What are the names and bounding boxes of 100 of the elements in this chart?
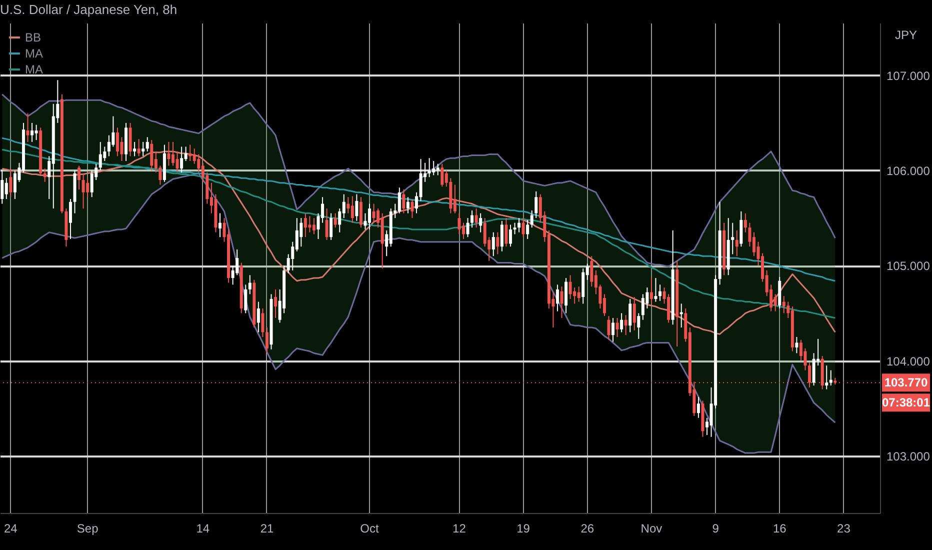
candlestick [518,218,521,233]
candlestick [43,168,46,182]
x-tick-label: 19 [516,522,530,536]
candlestick [658,284,662,302]
candlestick [128,122,132,157]
candlestick [641,294,644,320]
candlestick [458,212,461,235]
candlestick [620,312,624,333]
line-series [1,94,836,268]
text: 07:38:01 [882,396,930,410]
candlestick [146,136,149,152]
candlestick [577,286,580,302]
candlestick [300,218,303,248]
y-axis-title: JPY [894,28,918,42]
candlestick [637,312,640,340]
x-tick-label: Sep [76,522,99,536]
candlestick [654,277,658,302]
candlestick [402,189,406,214]
candlestick [513,222,516,235]
candlestick [504,218,508,248]
candlestick [274,288,278,318]
x-tick-label: 24 [4,522,18,536]
candlestick [372,203,376,224]
candlestick [350,196,354,224]
candlestick [428,158,431,178]
candlestick [176,150,179,173]
candlestick [137,138,140,157]
candlestick [530,210,534,228]
x-tick-label: 23 [837,522,851,536]
y-tick-label: 106.000 [886,164,930,178]
candlestick [696,396,700,418]
candlestick [799,339,802,362]
candlestick [406,196,410,214]
candlestick [616,317,619,338]
candlestick [180,146,184,173]
candlestick [150,140,154,171]
x-tick-label: 21 [260,522,274,536]
candlestick [4,178,8,200]
candlestick [261,308,264,338]
candlestick [330,212,333,240]
candlestick [334,212,337,228]
candlestick [556,284,559,312]
candlestick [432,160,436,176]
candlestick [359,196,362,228]
candlestick [564,277,568,314]
x-tick-label: 9 [712,522,720,536]
candlestick [744,212,747,233]
candlestick [26,112,30,142]
candlestick [86,178,90,198]
candlestick [740,210,743,248]
y-tick-label: 107.000 [886,68,930,83]
candlestick [120,136,124,162]
candlestick [508,224,512,248]
x-tick-label: Oct [360,522,380,536]
candlestick [364,212,367,230]
candlestick [650,277,653,304]
candlestick [483,218,486,248]
legend-label: BB [25,30,42,44]
candlestick [410,198,414,219]
x-tick-label: 26 [580,522,594,536]
candlestick [325,208,328,240]
candlestick [474,208,478,228]
candlestick [346,196,350,214]
x-tick-label: 16 [772,522,787,536]
candlestick [462,222,465,240]
candlestick [795,336,798,354]
candlestick [34,124,38,141]
candlestick [680,303,683,328]
line-series [1,172,836,454]
legend-label: MA [25,46,43,60]
candlestick [197,154,200,173]
candlestick [9,170,12,198]
candlestick [500,220,504,252]
candlestick [107,134,110,157]
candlestick [265,326,268,354]
candlestick [479,212,482,233]
x-tick-label: Nov [640,522,662,536]
x-tick-label: 14 [196,522,210,536]
candlestick [133,141,136,157]
candlestick [13,170,16,200]
chart-title: U.S. Dollar / Japanese Yen, 8h [0,2,178,17]
candlestick [78,165,81,190]
candlestick [440,163,444,188]
candlestick [812,352,816,386]
candlestick [782,296,786,314]
candlestick [568,274,572,300]
ref-line-label: 103.770 [884,376,928,390]
candlestick [112,116,115,148]
candlestick [236,248,239,276]
candlestick [453,184,456,214]
candlestick [466,218,470,238]
candlestick [98,141,102,171]
candlestick [68,198,72,240]
candlestick [560,286,564,318]
candlestick [470,210,474,228]
candlestick [142,141,145,157]
candlestick [116,127,119,157]
candlestick [825,365,828,390]
candlestick [167,141,170,166]
candlestick [90,170,94,198]
